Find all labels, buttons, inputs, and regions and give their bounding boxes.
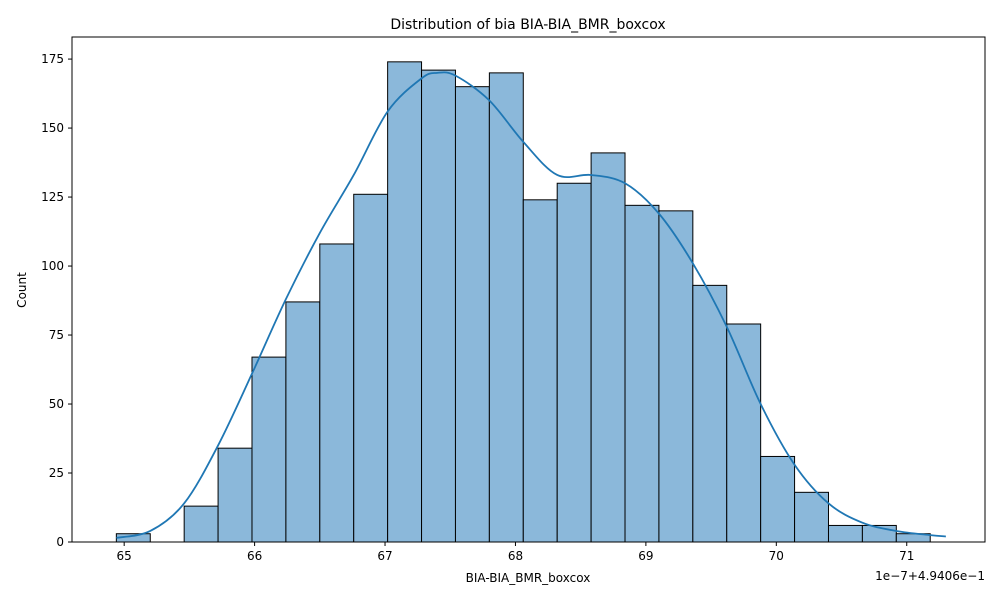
histogram-bar [421,69,456,543]
y-axis-label: Count [15,272,29,308]
histogram-bar [522,199,558,543]
y-tick-label: 75 [49,328,64,342]
x-tick-label: 67 [377,549,392,563]
y-tick-label: 100 [41,259,64,273]
histogram-bar [726,323,762,543]
histogram-bar [658,210,694,543]
y-tick-label: 175 [41,52,64,66]
y-tick-label: 25 [49,466,64,480]
y-tick-label: 0 [56,535,64,549]
y-axis-ticks: 0 25 50 75 100 125 150 175 [41,52,72,549]
histogram-bar [353,193,389,543]
histogram-bar [760,455,796,543]
histogram-bar [827,524,863,543]
histogram-bar [319,243,355,543]
x-axis-label: BIA-BIA_BMR_boxcox [466,571,591,585]
y-tick-label: 150 [41,121,64,135]
histogram-bar [387,61,423,543]
histogram-bar [624,204,660,543]
kde-curve-group [116,71,946,539]
histogram-bar [692,284,728,543]
histogram-bar [590,152,626,543]
x-tick-label: 71 [899,549,914,563]
x-tick-label: 68 [508,549,523,563]
x-axis-offset-text: 1e−7+4.9406e−1 [875,569,985,583]
histogram-bar [454,86,490,543]
chart-title: Distribution of bia BIA-BIA_BMR_boxcox [390,17,665,33]
histogram-bar [251,356,287,543]
x-tick-label: 69 [638,549,653,563]
x-tick-label: 66 [247,549,262,563]
kde-curve [116,71,946,539]
y-tick-label: 125 [41,190,64,204]
histogram-bar [794,491,829,543]
y-tick-label: 50 [49,397,64,411]
histogram-bar [285,301,321,543]
histogram-bar [556,182,592,543]
x-tick-label: 65 [117,549,132,563]
x-axis-ticks: 65 66 67 68 69 70 71 [117,542,914,563]
histogram-bar [217,447,253,543]
x-tick-label: 70 [769,549,784,563]
histogram-bar [488,72,524,543]
histogram-bars [115,61,931,543]
histogram-bar [183,505,219,543]
plot-frame [71,36,986,543]
